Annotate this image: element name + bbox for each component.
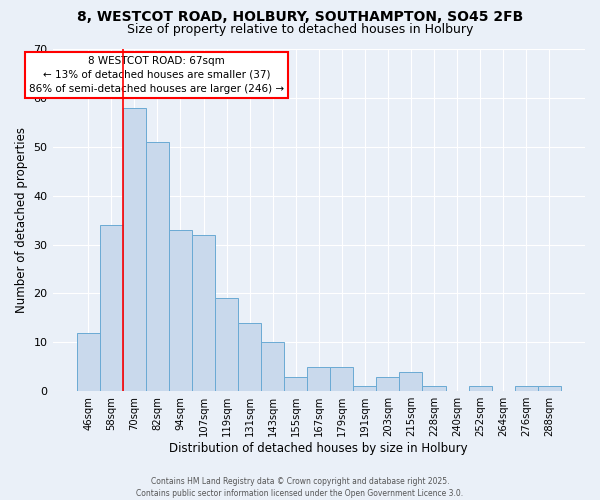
- Bar: [353, 386, 376, 391]
- Bar: [215, 298, 238, 391]
- Text: 8, WESTCOT ROAD, HOLBURY, SOUTHAMPTON, SO45 2FB: 8, WESTCOT ROAD, HOLBURY, SOUTHAMPTON, S…: [77, 10, 523, 24]
- Bar: [330, 367, 353, 391]
- Bar: [400, 372, 422, 391]
- Bar: [238, 323, 261, 391]
- Bar: [538, 386, 561, 391]
- Bar: [422, 386, 446, 391]
- X-axis label: Distribution of detached houses by size in Holbury: Distribution of detached houses by size …: [169, 442, 468, 455]
- Text: Contains HM Land Registry data © Crown copyright and database right 2025.
Contai: Contains HM Land Registry data © Crown c…: [136, 476, 464, 498]
- Bar: [515, 386, 538, 391]
- Bar: [123, 108, 146, 391]
- Bar: [77, 332, 100, 391]
- Bar: [192, 235, 215, 391]
- Bar: [146, 142, 169, 391]
- Bar: [169, 230, 192, 391]
- Bar: [376, 376, 400, 391]
- Bar: [307, 367, 330, 391]
- Bar: [284, 376, 307, 391]
- Y-axis label: Number of detached properties: Number of detached properties: [15, 127, 28, 313]
- Bar: [469, 386, 491, 391]
- Bar: [100, 225, 123, 391]
- Bar: [261, 342, 284, 391]
- Text: 8 WESTCOT ROAD: 67sqm
← 13% of detached houses are smaller (37)
86% of semi-deta: 8 WESTCOT ROAD: 67sqm ← 13% of detached …: [29, 56, 284, 94]
- Text: Size of property relative to detached houses in Holbury: Size of property relative to detached ho…: [127, 22, 473, 36]
